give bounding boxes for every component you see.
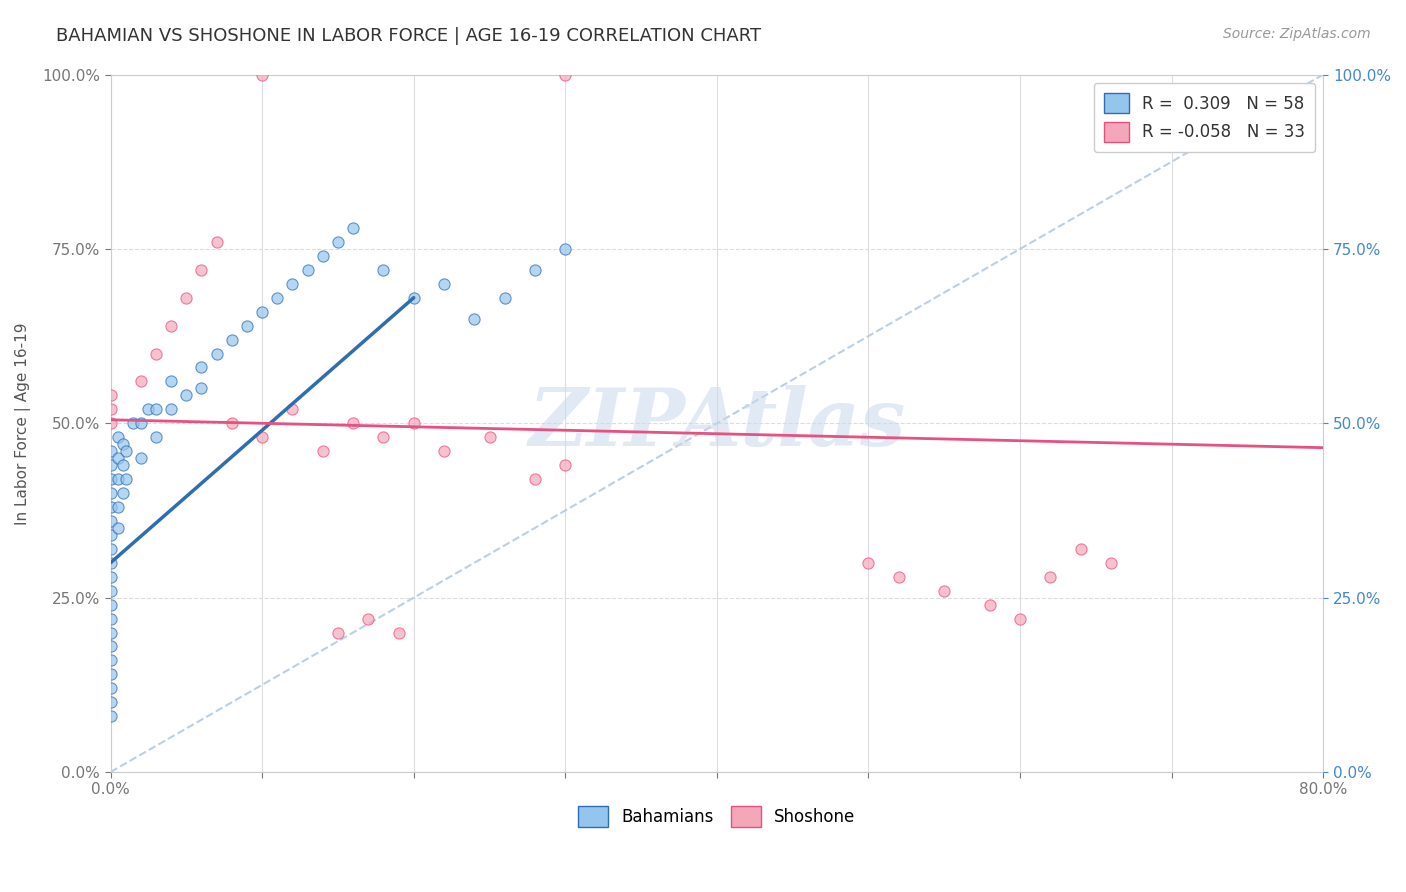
Point — [100, 417, 122, 431]
Point — [100, 681, 122, 696]
Point — [100, 556, 122, 570]
Point — [190, 262, 212, 277]
Point — [250, 68, 273, 82]
Point — [107, 451, 129, 466]
Point — [107, 430, 129, 444]
Point — [934, 583, 956, 598]
Point — [326, 235, 349, 249]
Point — [402, 417, 425, 431]
Point — [129, 451, 152, 466]
Point — [433, 277, 456, 291]
Point — [236, 318, 259, 333]
Point — [524, 262, 547, 277]
Point — [100, 695, 122, 709]
Point — [887, 570, 910, 584]
Point — [160, 318, 183, 333]
Point — [145, 402, 167, 417]
Point — [221, 417, 243, 431]
Text: Source: ZipAtlas.com: Source: ZipAtlas.com — [1223, 27, 1371, 41]
Point — [373, 262, 395, 277]
Point — [1099, 556, 1122, 570]
Point — [111, 437, 134, 451]
Point — [190, 360, 212, 375]
Point — [373, 430, 395, 444]
Point — [266, 291, 288, 305]
Point — [221, 333, 243, 347]
Point — [554, 242, 576, 256]
Point — [111, 486, 134, 500]
Point — [205, 346, 228, 360]
Point — [100, 640, 122, 654]
Point — [554, 68, 576, 82]
Point — [145, 430, 167, 444]
Point — [312, 249, 335, 263]
Point — [176, 291, 198, 305]
Point — [1070, 541, 1092, 556]
Point — [100, 486, 122, 500]
Point — [100, 667, 122, 681]
Point — [979, 598, 1001, 612]
Y-axis label: In Labor Force | Age 16-19: In Labor Force | Age 16-19 — [15, 322, 31, 524]
Point — [342, 417, 364, 431]
Point — [326, 625, 349, 640]
Point — [100, 598, 122, 612]
Point — [190, 381, 212, 395]
Point — [1039, 570, 1062, 584]
Point — [100, 653, 122, 667]
Point — [433, 444, 456, 458]
Point — [107, 500, 129, 514]
Point — [100, 611, 122, 625]
Point — [111, 458, 134, 472]
Point — [107, 472, 129, 486]
Point — [494, 291, 516, 305]
Point — [478, 430, 501, 444]
Point — [524, 472, 547, 486]
Point — [387, 625, 409, 640]
Point — [100, 528, 122, 542]
Legend: Bahamians, Shoshone: Bahamians, Shoshone — [572, 800, 862, 833]
Point — [122, 417, 145, 431]
Point — [160, 375, 183, 389]
Point — [250, 430, 273, 444]
Point — [100, 625, 122, 640]
Point — [100, 388, 122, 402]
Point — [100, 570, 122, 584]
Point — [554, 458, 576, 472]
Point — [402, 291, 425, 305]
Point — [114, 472, 136, 486]
Point — [250, 304, 273, 318]
Point — [100, 402, 122, 417]
Point — [176, 388, 198, 402]
Point — [160, 402, 183, 417]
Point — [281, 277, 304, 291]
Point — [1010, 611, 1032, 625]
Point — [100, 458, 122, 472]
Point — [342, 221, 364, 235]
Point — [297, 262, 319, 277]
Point — [858, 556, 880, 570]
Point — [138, 402, 160, 417]
Point — [357, 611, 380, 625]
Point — [281, 402, 304, 417]
Point — [100, 514, 122, 528]
Point — [114, 444, 136, 458]
Point — [100, 709, 122, 723]
Text: BAHAMIAN VS SHOSHONE IN LABOR FORCE | AGE 16-19 CORRELATION CHART: BAHAMIAN VS SHOSHONE IN LABOR FORCE | AG… — [56, 27, 762, 45]
Point — [205, 235, 228, 249]
Point — [100, 583, 122, 598]
Point — [100, 472, 122, 486]
Text: ZIPAtlas: ZIPAtlas — [529, 384, 905, 462]
Point — [312, 444, 335, 458]
Point — [100, 500, 122, 514]
Point — [129, 375, 152, 389]
Point — [107, 521, 129, 535]
Point — [100, 541, 122, 556]
Point — [145, 346, 167, 360]
Point — [100, 444, 122, 458]
Point — [463, 311, 485, 326]
Point — [129, 417, 152, 431]
